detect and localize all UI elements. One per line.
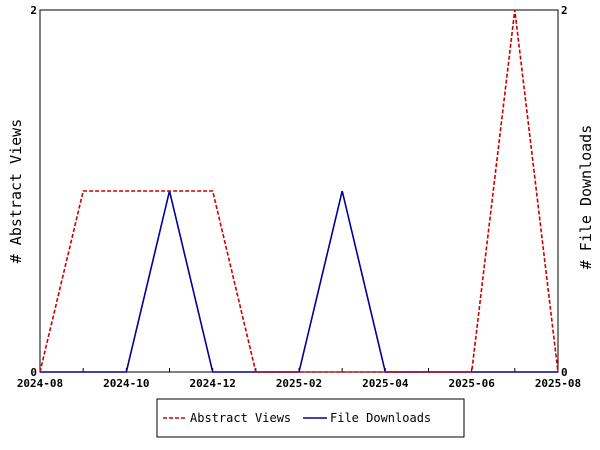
series-line-abstract-views: [39, 9, 559, 373]
left-y-tick-label: 0: [30, 366, 37, 379]
x-tick-label: 2025-04: [362, 377, 409, 390]
x-tick-label: 2025-08: [535, 377, 581, 390]
x-tick-label: 2024-08: [17, 377, 63, 390]
x-tick-label: 2025-06: [448, 377, 495, 390]
legend: Abstract Views File Downloads: [156, 398, 465, 438]
left-y-axis-title: # Abstract Views: [7, 119, 25, 264]
x-tick-label: 2025-02: [276, 377, 322, 390]
series-lines: [39, 9, 559, 373]
right-y-axis-title: # File Downloads: [577, 125, 595, 270]
x-tick-label: 2024-10: [103, 377, 149, 390]
plot-area: [39, 9, 559, 373]
legend-label-abstract-views: Abstract Views: [190, 411, 291, 425]
left-y-tick-label: 2: [30, 4, 37, 17]
right-y-tick-label: 2: [561, 4, 568, 17]
right-y-tick-label: 0: [561, 366, 568, 379]
x-axis-tick-labels: 2024-08 2024-10 2024-12 2025-02 2025-04 2025-…: [17, 377, 581, 390]
legend-label-file-downloads: File Downloads: [330, 411, 431, 425]
x-tick-label: 2024-12: [189, 377, 235, 390]
